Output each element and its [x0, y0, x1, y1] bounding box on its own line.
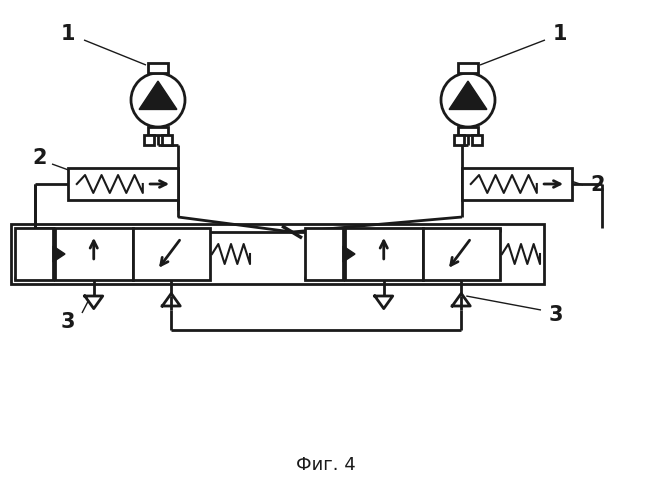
Polygon shape — [139, 81, 177, 110]
Circle shape — [131, 73, 185, 127]
Text: 3: 3 — [549, 305, 563, 325]
Bar — [462, 168, 572, 200]
Bar — [132, 228, 210, 280]
Bar — [162, 135, 172, 145]
Bar — [55, 228, 132, 280]
Bar — [11, 224, 544, 284]
Text: 1: 1 — [61, 24, 75, 44]
Text: 3: 3 — [61, 312, 75, 332]
Text: 2: 2 — [33, 148, 47, 168]
Circle shape — [441, 73, 495, 127]
Polygon shape — [449, 81, 487, 110]
Text: 2: 2 — [591, 175, 605, 195]
Bar — [454, 135, 464, 145]
Bar — [458, 127, 478, 135]
Bar — [148, 63, 168, 73]
Bar — [144, 135, 154, 145]
Bar — [345, 228, 422, 280]
Bar — [305, 228, 343, 280]
Polygon shape — [53, 246, 65, 262]
Bar — [15, 228, 53, 280]
Text: 1: 1 — [553, 24, 567, 44]
Bar — [472, 135, 482, 145]
Bar — [148, 127, 168, 135]
Bar — [422, 228, 500, 280]
Bar — [458, 63, 478, 73]
Bar — [68, 168, 178, 200]
Polygon shape — [343, 246, 355, 262]
Text: Фиг. 4: Фиг. 4 — [296, 456, 356, 474]
